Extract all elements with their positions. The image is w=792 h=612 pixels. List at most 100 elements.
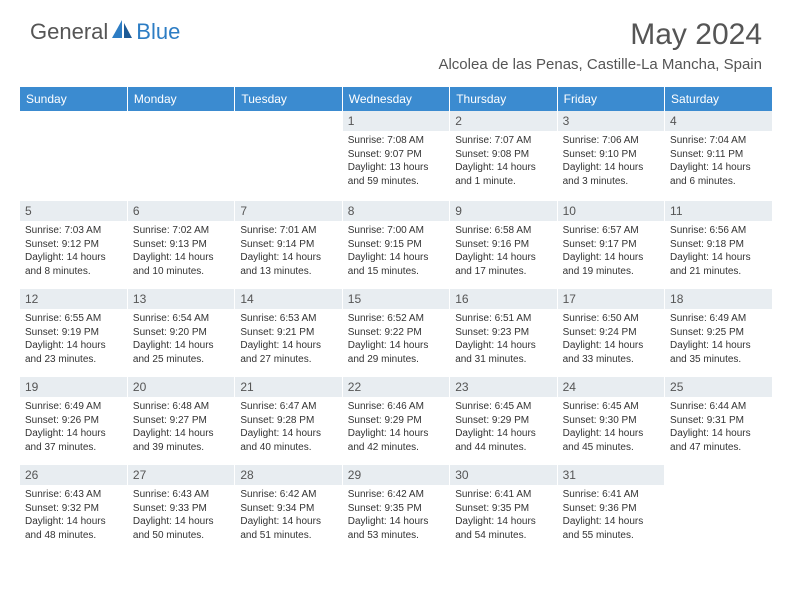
sunset-text: Sunset: 9:29 PM (348, 414, 444, 428)
calendar-cell: 1Sunrise: 7:08 AMSunset: 9:07 PMDaylight… (342, 111, 449, 199)
daylight-text: Daylight: 14 hours and 44 minutes. (455, 427, 551, 454)
day-info: Sunrise: 6:42 AMSunset: 9:35 PMDaylight:… (343, 485, 449, 545)
sunset-text: Sunset: 9:11 PM (670, 148, 767, 162)
daylight-text: Daylight: 14 hours and 37 minutes. (25, 427, 122, 454)
day-number: 18 (665, 289, 772, 309)
sunset-text: Sunset: 9:08 PM (455, 148, 551, 162)
sunrise-text: Sunrise: 7:01 AM (240, 224, 336, 238)
sail-icon (110, 18, 134, 45)
sunrise-text: Sunrise: 6:42 AM (240, 488, 336, 502)
day-info: Sunrise: 6:43 AMSunset: 9:33 PMDaylight:… (128, 485, 234, 545)
day-info: Sunrise: 6:47 AMSunset: 9:28 PMDaylight:… (235, 397, 341, 457)
day-info: Sunrise: 6:48 AMSunset: 9:27 PMDaylight:… (128, 397, 234, 457)
day-number (20, 111, 127, 131)
sunset-text: Sunset: 9:30 PM (563, 414, 659, 428)
sunrise-text: Sunrise: 6:55 AM (25, 312, 122, 326)
daylight-text: Daylight: 14 hours and 48 minutes. (25, 515, 122, 542)
day-number: 4 (665, 111, 772, 131)
sunrise-text: Sunrise: 6:44 AM (670, 400, 767, 414)
daylight-text: Daylight: 14 hours and 47 minutes. (670, 427, 767, 454)
calendar-cell-empty (20, 111, 127, 199)
daylight-text: Daylight: 14 hours and 33 minutes. (563, 339, 659, 366)
daylight-text: Daylight: 14 hours and 27 minutes. (240, 339, 336, 366)
day-info: Sunrise: 6:41 AMSunset: 9:36 PMDaylight:… (558, 485, 664, 545)
day-info: Sunrise: 6:49 AMSunset: 9:25 PMDaylight:… (665, 309, 772, 369)
sunrise-text: Sunrise: 6:45 AM (455, 400, 551, 414)
weekday-header: Wednesday (342, 87, 449, 111)
sunrise-text: Sunrise: 6:56 AM (670, 224, 767, 238)
daylight-text: Daylight: 14 hours and 42 minutes. (348, 427, 444, 454)
weekday-header: Tuesday (235, 87, 342, 111)
sunrise-text: Sunrise: 6:57 AM (563, 224, 659, 238)
calendar-cell: 24Sunrise: 6:45 AMSunset: 9:30 PMDayligh… (557, 375, 664, 463)
sunrise-text: Sunrise: 7:00 AM (348, 224, 444, 238)
day-info: Sunrise: 6:55 AMSunset: 9:19 PMDaylight:… (20, 309, 127, 369)
sunset-text: Sunset: 9:07 PM (348, 148, 444, 162)
day-number: 31 (558, 465, 664, 485)
day-number: 6 (128, 201, 234, 221)
sunset-text: Sunset: 9:36 PM (563, 502, 659, 516)
calendar-cell: 4Sunrise: 7:04 AMSunset: 9:11 PMDaylight… (665, 111, 772, 199)
sunrise-text: Sunrise: 6:49 AM (25, 400, 122, 414)
daylight-text: Daylight: 14 hours and 45 minutes. (563, 427, 659, 454)
calendar-cell: 11Sunrise: 6:56 AMSunset: 9:18 PMDayligh… (665, 199, 772, 287)
day-info: Sunrise: 6:45 AMSunset: 9:30 PMDaylight:… (558, 397, 664, 457)
daylight-text: Daylight: 14 hours and 17 minutes. (455, 251, 551, 278)
calendar-cell: 20Sunrise: 6:48 AMSunset: 9:27 PMDayligh… (127, 375, 234, 463)
calendar-cell: 17Sunrise: 6:50 AMSunset: 9:24 PMDayligh… (557, 287, 664, 375)
sunset-text: Sunset: 9:28 PM (240, 414, 336, 428)
weekday-header: Friday (557, 87, 664, 111)
sunset-text: Sunset: 9:18 PM (670, 238, 767, 252)
sunrise-text: Sunrise: 6:52 AM (348, 312, 444, 326)
sunrise-text: Sunrise: 6:47 AM (240, 400, 336, 414)
sunrise-text: Sunrise: 7:02 AM (133, 224, 229, 238)
day-info: Sunrise: 6:46 AMSunset: 9:29 PMDaylight:… (343, 397, 449, 457)
calendar-cell: 27Sunrise: 6:43 AMSunset: 9:33 PMDayligh… (127, 463, 234, 551)
sunset-text: Sunset: 9:20 PM (133, 326, 229, 340)
sunset-text: Sunset: 9:19 PM (25, 326, 122, 340)
calendar-cell: 23Sunrise: 6:45 AMSunset: 9:29 PMDayligh… (450, 375, 557, 463)
day-number (235, 111, 341, 131)
calendar-cell: 15Sunrise: 6:52 AMSunset: 9:22 PMDayligh… (342, 287, 449, 375)
logo-text-general: General (30, 19, 108, 45)
day-info: Sunrise: 7:00 AMSunset: 9:15 PMDaylight:… (343, 221, 449, 281)
calendar-cell: 26Sunrise: 6:43 AMSunset: 9:32 PMDayligh… (20, 463, 127, 551)
sunset-text: Sunset: 9:31 PM (670, 414, 767, 428)
calendar-cell: 9Sunrise: 6:58 AMSunset: 9:16 PMDaylight… (450, 199, 557, 287)
day-number: 26 (20, 465, 127, 485)
sunset-text: Sunset: 9:25 PM (670, 326, 767, 340)
calendar-cell: 31Sunrise: 6:41 AMSunset: 9:36 PMDayligh… (557, 463, 664, 551)
daylight-text: Daylight: 14 hours and 21 minutes. (670, 251, 767, 278)
day-info: Sunrise: 6:50 AMSunset: 9:24 PMDaylight:… (558, 309, 664, 369)
day-number: 16 (450, 289, 556, 309)
calendar-header-row: SundayMondayTuesdayWednesdayThursdayFrid… (20, 87, 772, 111)
sunrise-text: Sunrise: 7:08 AM (348, 134, 444, 148)
calendar-cell: 28Sunrise: 6:42 AMSunset: 9:34 PMDayligh… (235, 463, 342, 551)
daylight-text: Daylight: 14 hours and 3 minutes. (563, 161, 659, 188)
sunset-text: Sunset: 9:23 PM (455, 326, 551, 340)
day-info: Sunrise: 6:57 AMSunset: 9:17 PMDaylight:… (558, 221, 664, 281)
daylight-text: Daylight: 14 hours and 53 minutes. (348, 515, 444, 542)
daylight-text: Daylight: 14 hours and 1 minute. (455, 161, 551, 188)
sunrise-text: Sunrise: 6:43 AM (133, 488, 229, 502)
day-number: 24 (558, 377, 664, 397)
daylight-text: Daylight: 14 hours and 31 minutes. (455, 339, 551, 366)
day-info: Sunrise: 7:08 AMSunset: 9:07 PMDaylight:… (343, 131, 449, 191)
sunrise-text: Sunrise: 6:50 AM (563, 312, 659, 326)
sunset-text: Sunset: 9:13 PM (133, 238, 229, 252)
day-info: Sunrise: 6:52 AMSunset: 9:22 PMDaylight:… (343, 309, 449, 369)
day-number: 7 (235, 201, 341, 221)
day-info: Sunrise: 6:45 AMSunset: 9:29 PMDaylight:… (450, 397, 556, 457)
sunset-text: Sunset: 9:12 PM (25, 238, 122, 252)
calendar-cell: 2Sunrise: 7:07 AMSunset: 9:08 PMDaylight… (450, 111, 557, 199)
weekday-header: Thursday (450, 87, 557, 111)
calendar-body: 1Sunrise: 7:08 AMSunset: 9:07 PMDaylight… (20, 111, 772, 551)
day-number: 12 (20, 289, 127, 309)
day-number: 10 (558, 201, 664, 221)
daylight-text: Daylight: 14 hours and 6 minutes. (670, 161, 767, 188)
day-info: Sunrise: 6:44 AMSunset: 9:31 PMDaylight:… (665, 397, 772, 457)
day-info: Sunrise: 6:43 AMSunset: 9:32 PMDaylight:… (20, 485, 127, 545)
calendar-cell: 22Sunrise: 6:46 AMSunset: 9:29 PMDayligh… (342, 375, 449, 463)
calendar-row: 5Sunrise: 7:03 AMSunset: 9:12 PMDaylight… (20, 199, 772, 287)
daylight-text: Daylight: 13 hours and 59 minutes. (348, 161, 444, 188)
